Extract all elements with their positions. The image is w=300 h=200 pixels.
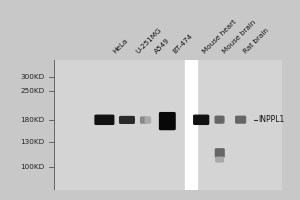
Text: 100KD: 100KD (21, 164, 45, 170)
Text: Rat brain: Rat brain (242, 27, 270, 55)
FancyBboxPatch shape (95, 115, 114, 124)
Text: Mouse heart: Mouse heart (201, 19, 237, 55)
Bar (196, 60, 282, 190)
FancyBboxPatch shape (194, 115, 208, 124)
Text: INPPL1: INPPL1 (258, 115, 284, 124)
FancyBboxPatch shape (215, 116, 224, 123)
FancyBboxPatch shape (120, 117, 128, 123)
Bar (54, 60, 185, 190)
FancyBboxPatch shape (236, 116, 245, 123)
Text: 180KD: 180KD (21, 117, 45, 123)
Text: 250KD: 250KD (21, 88, 45, 94)
FancyBboxPatch shape (141, 117, 147, 123)
FancyBboxPatch shape (216, 157, 224, 162)
Text: HeLa: HeLa (112, 38, 129, 55)
Text: Mouse brain: Mouse brain (222, 19, 257, 55)
FancyBboxPatch shape (215, 149, 224, 157)
Text: 130KD: 130KD (21, 139, 45, 145)
Text: U-251MG: U-251MG (135, 27, 163, 55)
FancyBboxPatch shape (145, 117, 150, 123)
Text: A549: A549 (153, 37, 171, 55)
Bar (185, 60, 196, 190)
Text: 300KD: 300KD (21, 74, 45, 80)
FancyBboxPatch shape (127, 117, 134, 123)
FancyBboxPatch shape (160, 113, 175, 130)
Text: BT-474: BT-474 (171, 33, 194, 55)
